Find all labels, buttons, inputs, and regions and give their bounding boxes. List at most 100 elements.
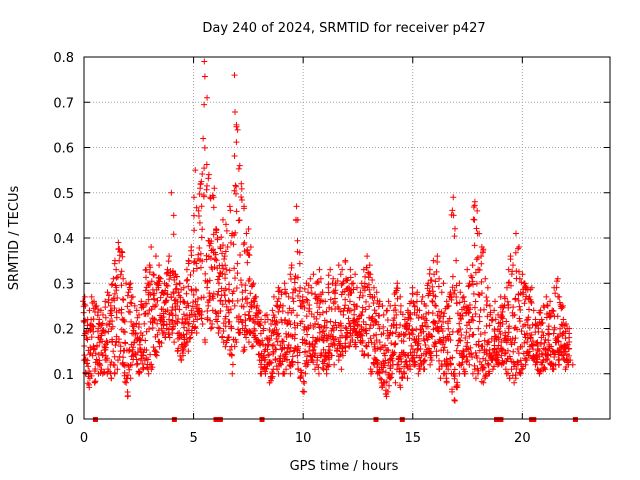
data-point [521, 321, 528, 328]
data-point [309, 334, 316, 341]
data-point [222, 343, 229, 350]
data-point [113, 309, 120, 316]
data-point [199, 171, 206, 178]
data-point [317, 323, 324, 330]
data-point [476, 318, 483, 325]
data-point [207, 255, 214, 262]
data-point [86, 307, 93, 314]
data-point [399, 374, 406, 381]
data-point [313, 280, 320, 287]
data-point [429, 283, 436, 290]
data-point [323, 319, 330, 326]
data-point [180, 311, 187, 318]
data-point [231, 72, 238, 79]
data-point [456, 337, 463, 344]
data-point [125, 347, 132, 354]
data-points [80, 59, 576, 404]
data-point [365, 352, 372, 359]
data-point [421, 357, 428, 364]
data-point [449, 386, 456, 393]
data-point [151, 295, 158, 302]
data-point [170, 231, 177, 238]
data-point [533, 322, 540, 329]
data-point [238, 193, 245, 200]
data-point [350, 280, 357, 287]
data-point [359, 332, 366, 339]
data-point [238, 185, 245, 192]
data-point [104, 366, 111, 373]
data-point [168, 293, 175, 300]
data-point [334, 303, 341, 310]
data-point [481, 364, 488, 371]
data-point [339, 352, 346, 359]
data-point [440, 319, 447, 326]
data-point [554, 334, 561, 341]
data-point [300, 299, 307, 306]
data-point [233, 183, 240, 190]
data-point [136, 335, 143, 342]
data-point [297, 320, 304, 327]
data-point [279, 370, 286, 377]
data-point [518, 328, 525, 335]
data-point [335, 262, 342, 269]
data-point [211, 185, 218, 192]
data-point [469, 313, 476, 320]
data-point [228, 351, 235, 358]
data-point [195, 212, 202, 219]
data-point [118, 282, 125, 289]
data-point [247, 244, 254, 251]
data-point [325, 281, 332, 288]
data-point [198, 315, 205, 322]
data-point [380, 323, 387, 330]
data-point [262, 319, 269, 326]
data-point [411, 359, 418, 366]
data-point [182, 342, 189, 349]
data-point [347, 266, 354, 273]
data-point [389, 370, 396, 377]
data-point [109, 318, 116, 325]
data-point [291, 286, 298, 293]
data-point [469, 354, 476, 361]
data-point [257, 330, 264, 337]
data-point [227, 207, 234, 214]
data-point [338, 291, 345, 298]
data-point [272, 346, 279, 353]
data-point [517, 357, 524, 364]
data-point [119, 253, 126, 260]
data-point [150, 315, 157, 322]
data-point [458, 331, 465, 338]
data-point [99, 320, 106, 327]
data-point [260, 352, 267, 359]
data-point [96, 361, 103, 368]
data-point [169, 304, 176, 311]
data-point [506, 375, 513, 382]
data-point [116, 257, 123, 264]
data-point [185, 302, 192, 309]
data-point [515, 297, 522, 304]
y-tick-label: 0.5 [53, 187, 74, 202]
data-point [430, 257, 437, 264]
data-point [247, 315, 254, 322]
data-point [392, 329, 399, 336]
data-point [111, 362, 118, 369]
data-point [362, 273, 369, 280]
data-point [234, 126, 241, 133]
data-point [397, 302, 404, 309]
data-point [322, 298, 329, 305]
data-point [495, 334, 502, 341]
data-point [231, 153, 238, 160]
data-point [407, 349, 414, 356]
data-point [117, 271, 124, 278]
data-point [207, 317, 214, 324]
data-point [423, 317, 430, 324]
data-point [457, 311, 464, 318]
data-point [231, 302, 238, 309]
data-point [155, 327, 162, 334]
data-point [294, 216, 301, 223]
data-point [220, 265, 227, 272]
data-point [434, 253, 441, 260]
data-point [332, 319, 339, 326]
data-point [512, 249, 519, 256]
data-point [222, 262, 229, 269]
data-point [246, 308, 253, 315]
